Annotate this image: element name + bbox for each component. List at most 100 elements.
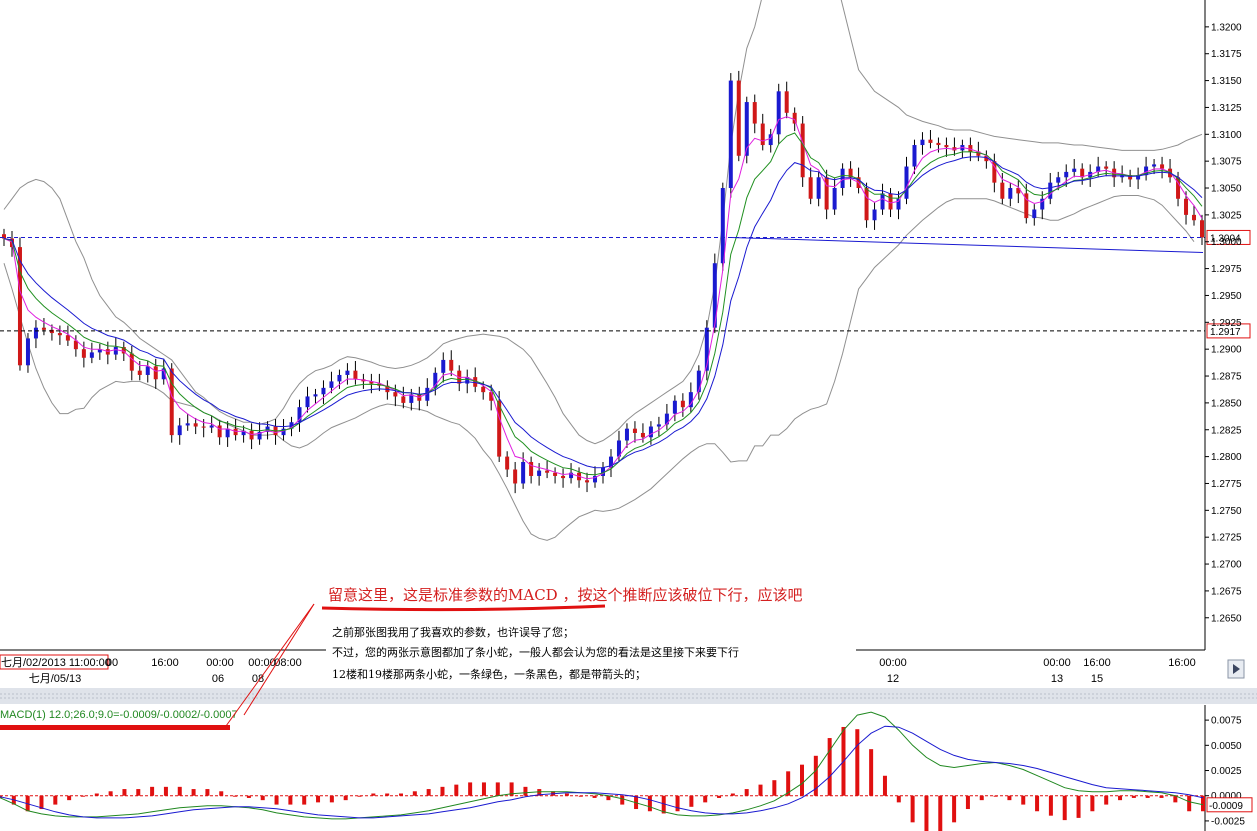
candle-body bbox=[425, 387, 430, 401]
macd-histogram-bar bbox=[647, 795, 652, 812]
time-label: 00 bbox=[106, 657, 118, 669]
candle-body bbox=[529, 461, 534, 476]
candle-body bbox=[664, 413, 669, 425]
macd-histogram-bar bbox=[481, 782, 486, 796]
candle-body bbox=[313, 394, 318, 397]
candle-body bbox=[185, 423, 190, 426]
macd-histogram-bar bbox=[329, 795, 334, 803]
candle bbox=[720, 182, 725, 271]
candle-body bbox=[1016, 188, 1021, 194]
candle-body bbox=[41, 327, 46, 330]
candle-body bbox=[752, 102, 757, 124]
macd-histogram-bar bbox=[136, 789, 141, 796]
macd-histogram-bar bbox=[523, 786, 528, 796]
candle-body bbox=[569, 472, 574, 479]
current-price-box bbox=[1206, 229, 1251, 245]
price-tick-label: 1.2975 bbox=[1211, 264, 1242, 275]
date-label: 13 bbox=[1051, 673, 1063, 685]
date-label: 08 bbox=[252, 673, 264, 685]
candle bbox=[169, 363, 174, 443]
candle-body bbox=[624, 428, 629, 441]
candle bbox=[1200, 214, 1204, 245]
price-tick-label: 1.2950 bbox=[1211, 291, 1242, 302]
candle-body bbox=[409, 394, 414, 403]
candle bbox=[872, 201, 877, 230]
candle-body bbox=[113, 347, 118, 355]
candle-body bbox=[1136, 175, 1141, 180]
time-label: 00:00 bbox=[1043, 657, 1071, 669]
candle bbox=[1144, 156, 1149, 181]
date-label: 15 bbox=[1091, 673, 1103, 685]
candle bbox=[688, 382, 693, 413]
candle bbox=[513, 461, 518, 494]
candle-body bbox=[153, 366, 158, 380]
macd-tick-label: 0.0025 bbox=[1211, 766, 1242, 777]
macd-histogram-bar bbox=[1173, 795, 1178, 803]
price-levels: 1.3004 1.2917 bbox=[0, 229, 1251, 339]
macd-histogram-bar bbox=[882, 775, 887, 796]
macd-histogram-bar bbox=[661, 795, 666, 814]
candle bbox=[57, 325, 62, 345]
candle bbox=[680, 393, 685, 417]
price-axis[interactable]: 1.2650 1.2675 1.2700 1.2725 1.2750 1.2775 1.28… bbox=[1205, 22, 1242, 624]
macd-indicator-label: MACD(1) 12.0;26.0;9.0=-0.0009/-0.0002/-0… bbox=[0, 709, 238, 721]
candle bbox=[529, 456, 534, 484]
candle bbox=[944, 137, 949, 157]
macd-histogram-bar bbox=[288, 795, 293, 805]
candle bbox=[904, 156, 909, 205]
macd-histogram-bar bbox=[620, 795, 625, 805]
candle-body bbox=[880, 193, 885, 210]
candle-body bbox=[449, 359, 454, 371]
macd-histogram-bar bbox=[938, 795, 943, 831]
candle-body bbox=[249, 430, 254, 440]
upper-band bbox=[3, 0, 1203, 445]
candle-body bbox=[33, 327, 38, 339]
candle-body bbox=[968, 145, 973, 152]
candle bbox=[912, 139, 917, 175]
candle bbox=[145, 360, 150, 383]
candle bbox=[393, 384, 398, 407]
candle bbox=[81, 341, 86, 368]
candle-body bbox=[497, 400, 502, 457]
macd-histogram-bar bbox=[813, 755, 818, 796]
candle-body bbox=[561, 475, 566, 479]
candle-body bbox=[337, 374, 342, 382]
panel-splitter[interactable] bbox=[0, 688, 1257, 704]
macd-histogram-bar bbox=[1062, 795, 1067, 821]
price-tick-label: 1.2875 bbox=[1211, 372, 1242, 383]
candle bbox=[321, 380, 326, 404]
candle bbox=[65, 325, 70, 346]
macd-histogram-bar bbox=[260, 795, 265, 801]
candle bbox=[561, 468, 566, 488]
candle-body bbox=[193, 423, 198, 427]
candle bbox=[704, 320, 709, 381]
candle bbox=[1048, 172, 1053, 205]
candle bbox=[177, 417, 182, 445]
macd-histogram-bar bbox=[1090, 795, 1095, 812]
candle bbox=[433, 367, 438, 396]
candle-body bbox=[601, 467, 605, 476]
macd-histogram-bar bbox=[233, 795, 238, 797]
macd-histogram-bar bbox=[896, 795, 901, 803]
macd-histogram-bar bbox=[689, 795, 694, 807]
candle-body bbox=[920, 139, 925, 146]
candle bbox=[193, 417, 198, 435]
macd-histogram-bar bbox=[1131, 795, 1136, 798]
macd-histogram-bar bbox=[357, 795, 362, 797]
macd-histogram-bar bbox=[1201, 795, 1205, 812]
ma-slow-line bbox=[3, 156, 1203, 469]
candle bbox=[1184, 191, 1189, 225]
candle-body bbox=[465, 377, 470, 384]
candle-body bbox=[305, 396, 310, 408]
candle bbox=[41, 318, 46, 336]
candle bbox=[752, 94, 757, 134]
level-price-box bbox=[1206, 323, 1251, 339]
candle bbox=[696, 365, 701, 400]
candle bbox=[896, 191, 901, 220]
candle bbox=[1016, 180, 1021, 204]
note-line-3: 12楼和19楼那两条小蛇，一条绿色，一条黑色，都是带箭头的； bbox=[332, 667, 646, 681]
macd-histogram-bar bbox=[869, 749, 874, 796]
macd-histogram-bar bbox=[1021, 795, 1026, 805]
candle-body bbox=[1104, 166, 1109, 169]
macd-axis[interactable]: 0.0075 0.0050 0.0025 0.0000 -0.0025 -0.0009 bbox=[1205, 716, 1253, 828]
